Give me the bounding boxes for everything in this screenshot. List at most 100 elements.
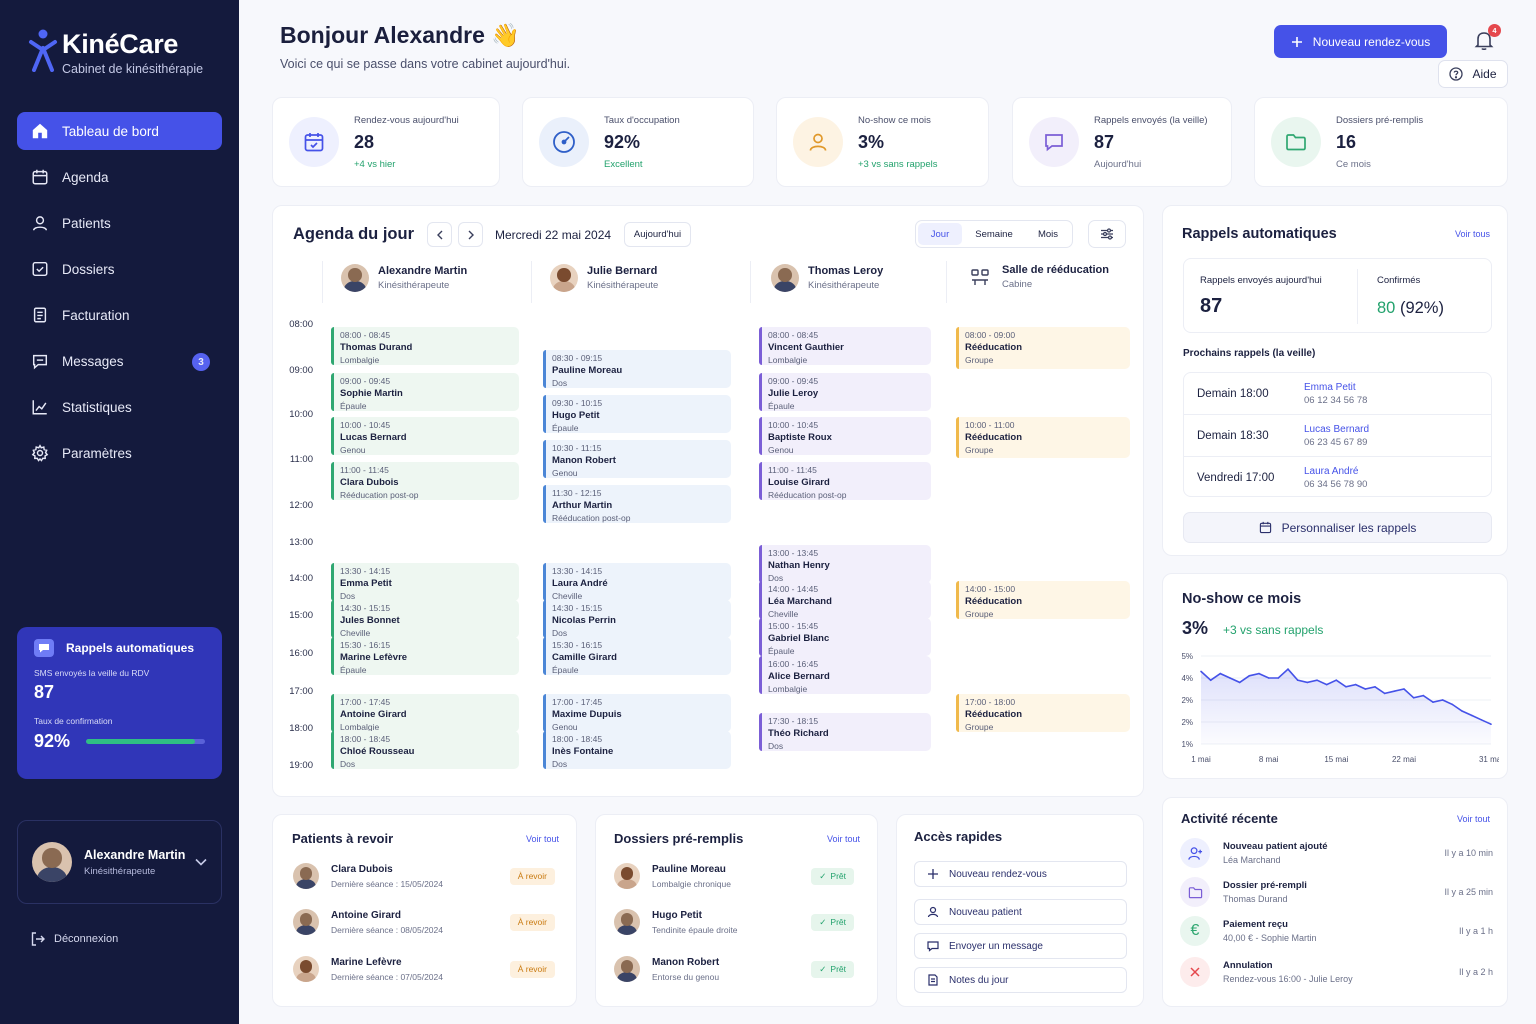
list-item[interactable]: Clara Dubois Dernière séance : 15/05/2024…	[293, 856, 573, 896]
appointment-block[interactable]: 11:30 - 12:15 Arthur Martin Rééducation po…	[543, 485, 731, 523]
sidebar-item-dossiers[interactable]: Dossiers	[17, 250, 222, 288]
appointment-block[interactable]: 13:30 - 14:15 Laura André Cheville	[543, 563, 731, 601]
logo[interactable]: KinéCare Cabinet de kinésithérapie	[28, 28, 203, 76]
sidebar-item-messages[interactable]: Messages 3	[17, 342, 222, 380]
messages-badge: 3	[192, 353, 210, 371]
appointment-name: Vincent Gauthier	[768, 342, 844, 353]
sidebar-item-facturation[interactable]: Facturation	[17, 296, 222, 334]
appointment-block[interactable]: 14:00 - 15:00 Rééducation Groupe	[956, 581, 1130, 619]
activity-item[interactable]: Nouveau patient ajouté Léa Marchand Il y …	[1180, 834, 1493, 872]
appointment-block[interactable]: 10:00 - 10:45 Lucas Bernard Genou	[331, 417, 519, 455]
appointment-detail: Groupe	[965, 445, 994, 455]
list-item[interactable]: Pauline Moreau Lombalgie chronique ✓ Prêt	[614, 856, 872, 896]
data-point	[1229, 677, 1231, 679]
appointment-block[interactable]: 10:30 - 11:15 Manon Robert Genou	[543, 439, 731, 478]
appointment-block[interactable]: 08:00 - 08:45 Thomas Durand Lombalgie	[331, 327, 519, 365]
bell-icon[interactable]	[1472, 28, 1496, 52]
appointment-time: 14:00 - 14:45	[768, 584, 819, 594]
confirmation-label: Taux de confirmation	[34, 716, 113, 726]
appointment-block[interactable]: 16:00 - 16:45 Alice Bernard Lombalgie	[759, 656, 931, 694]
appointment-block[interactable]: 13:00 - 13:45 Nathan Henry Dos	[759, 545, 931, 583]
sidebar-item-patients[interactable]: Patients	[17, 204, 222, 242]
appointment-block[interactable]: 09:00 - 09:45 Julie Leroy Épaule	[759, 373, 931, 411]
appointment-block[interactable]: 15:30 - 16:15 Camille Girard Épaule	[543, 637, 731, 675]
view-mois-tab[interactable]: Mois	[1037, 228, 1059, 240]
appointment-name: Inès Fontaine	[552, 746, 614, 757]
today-button[interactable]: Aujourd'hui	[624, 222, 691, 247]
appointment-block[interactable]: 14:00 - 14:45 Léa Marchand Cheville	[759, 581, 931, 619]
user-plus-icon	[1180, 838, 1210, 868]
help-button[interactable]: Aide	[1438, 60, 1508, 88]
appointment-block[interactable]: 09:00 - 09:45 Sophie Martin Épaule	[331, 373, 519, 411]
quick-action-label: Nouveau rendez-vous	[949, 868, 1047, 880]
appointment-time: 15:00 - 15:45	[768, 621, 819, 631]
appointment-time: 08:30 - 09:15	[552, 353, 603, 363]
next-day-button[interactable]	[458, 222, 483, 247]
appointment-block[interactable]: 17:00 - 17:45 Maxime Dupuis Genou	[543, 694, 731, 732]
stat-card-occupation[interactable]: Taux d'occupation 92% Excellent	[522, 97, 754, 187]
appointment-time: 11:00 - 11:45	[340, 465, 389, 475]
activity-time: Il y a 2 h	[1458, 967, 1493, 977]
appointment-block[interactable]: 15:00 - 15:45 Gabriel Blanc Épaule	[759, 618, 931, 656]
customize-reminders-button[interactable]: Personnaliser les rappels	[1183, 512, 1492, 543]
sidebar-rappels-card[interactable]: Rappels automatiques SMS envoyés la veil…	[17, 627, 222, 779]
rappels-voir-tous-link[interactable]: Voir tous	[1454, 229, 1490, 239]
appointment-block[interactable]: 09:30 - 10:15 Hugo Petit Épaule	[543, 395, 731, 433]
appointment-block[interactable]: 10:00 - 10:45 Baptiste Roux Genou	[759, 417, 931, 455]
appointment-block[interactable]: 17:00 - 18:00 Rééducation Groupe	[956, 694, 1130, 732]
view-semaine-tab[interactable]: Semaine	[975, 228, 1013, 240]
sidebar-item-agenda[interactable]: Agenda	[17, 158, 222, 196]
appointment-block[interactable]: 14:30 - 15:15 Nicolas Perrin Dos	[543, 599, 731, 638]
stat-card-rendez-vous[interactable]: Rendez-vous aujourd'hui 28 +4 vs hier	[272, 97, 500, 187]
filter-button[interactable]	[1088, 220, 1126, 248]
appointment-block[interactable]: 11:00 - 11:45 Louise Girard Rééducation po…	[759, 462, 931, 500]
user-profile-card[interactable]: Alexandre Martin Kinésithérapeute	[17, 820, 222, 904]
appointment-block[interactable]: 14:30 - 15:15 Jules Bonnet Cheville	[331, 599, 519, 638]
avatar	[550, 264, 578, 292]
sidebar-item-parametres[interactable]: Paramètres	[17, 434, 222, 472]
quick-send-message-button[interactable]: Envoyer un message	[914, 933, 1127, 959]
appointment-block[interactable]: 18:00 - 18:45 Inès Fontaine Dos	[543, 731, 731, 769]
stat-card-dossiers[interactable]: Dossiers pré-remplis 16 Ce mois	[1254, 97, 1508, 187]
chevron-down-icon[interactable]	[195, 858, 207, 866]
quick-new-patient-button[interactable]: Nouveau patient	[914, 899, 1127, 925]
list-item[interactable]: Hugo Petit Tendinite épaule droite ✓ Prêt	[614, 902, 872, 942]
appointment-block[interactable]: 18:00 - 18:45 Chloé Rousseau Dos	[331, 731, 519, 769]
appointment-block[interactable]: 08:00 - 09:00 Rééducation Groupe	[956, 327, 1130, 369]
reminder-row[interactable]: Demain 18:30 Lucas Bernard 06 23 45 67 89	[1184, 415, 1491, 456]
quick-new-appointment-button[interactable]: Nouveau rendez-vous	[914, 861, 1127, 887]
appointment-block[interactable]: 08:30 - 09:15 Pauline Moreau Dos	[543, 350, 731, 388]
list-item[interactable]: Manon Robert Entorse du genou ✓ Prêt	[614, 949, 872, 989]
appointment-detail: Lombalgie	[768, 355, 808, 365]
activity-item[interactable]: Annulation Rendez-vous 16:00 - Julie Lero…	[1180, 953, 1493, 991]
stat-card-no-show[interactable]: No-show ce mois 3% +3 vs sans rappels	[776, 97, 989, 187]
data-point	[1383, 692, 1386, 695]
logout-link[interactable]: Déconnexion	[30, 931, 118, 947]
dossiers-voir-tout-link[interactable]: Voir tout	[826, 834, 860, 844]
appointment-block[interactable]: 08:00 - 08:45 Vincent Gauthier Lombalgie	[759, 327, 931, 365]
new-appointment-button[interactable]: Nouveau rendez-vous	[1274, 25, 1447, 58]
patients-voir-tout-link[interactable]: Voir tout	[525, 834, 559, 844]
list-item[interactable]: Antoine Girard Dernière séance : 08/05/20…	[293, 902, 573, 942]
quick-notes-button[interactable]: Notes du jour	[914, 967, 1127, 993]
sidebar-item-statistiques[interactable]: Statistiques	[17, 388, 222, 426]
appointment-block[interactable]: 17:30 - 18:15 Théo Richard Dos	[759, 712, 931, 751]
reminder-row[interactable]: Vendredi 17:00 Laura André 06 34 56 78 90	[1184, 457, 1491, 498]
reminder-when: Demain 18:00	[1197, 387, 1269, 400]
appointment-block[interactable]: 17:00 - 17:45 Antoine Girard Lombalgie	[331, 694, 519, 732]
view-jour-tab[interactable]: Jour	[918, 223, 962, 245]
prev-day-button[interactable]	[427, 222, 452, 247]
appointment-name: Antoine Girard	[340, 709, 407, 720]
activity-item[interactable]: € Paiement reçu 40,00 € - Sophie Martin I…	[1180, 912, 1493, 950]
next-reminders-label: Prochains rappels (la veille)	[1183, 348, 1316, 359]
activite-voir-tout-link[interactable]: Voir tout	[1456, 814, 1490, 824]
appointment-block[interactable]: 13:30 - 14:15 Emma Petit Dos	[331, 563, 519, 601]
appointment-block[interactable]: 10:00 - 11:00 Rééducation Groupe	[956, 417, 1130, 458]
stat-card-rappels[interactable]: Rappels envoyés (la veille) 87 Aujourd'h…	[1012, 97, 1232, 187]
sidebar-item-tableau-de-bord[interactable]: Tableau de bord	[17, 112, 222, 150]
appointment-block[interactable]: 15:30 - 16:15 Marine Lefèvre Épaule	[331, 637, 519, 675]
reminder-row[interactable]: Demain 18:00 Emma Petit 06 12 34 56 78	[1184, 373, 1491, 414]
list-item[interactable]: Marine Lefèvre Dernière séance : 07/05/20…	[293, 949, 573, 989]
appointment-block[interactable]: 11:00 - 11:45 Clara Dubois Rééducation pos…	[331, 462, 519, 500]
activity-item[interactable]: Dossier pré-rempli Thomas Durand Il y a 2…	[1180, 873, 1493, 911]
